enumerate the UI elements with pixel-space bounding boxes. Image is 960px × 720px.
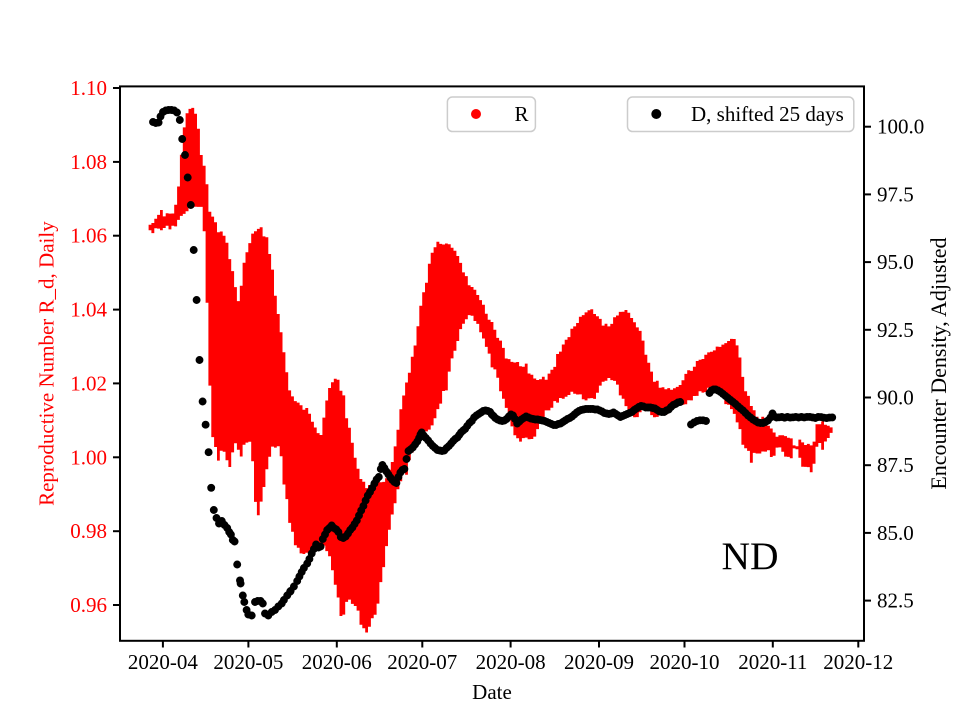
svg-text:0.98: 0.98 xyxy=(70,519,107,543)
svg-text:87.5: 87.5 xyxy=(877,453,914,477)
svg-text:85.0: 85.0 xyxy=(877,521,914,545)
svg-text:1.02: 1.02 xyxy=(70,371,107,395)
svg-text:1.04: 1.04 xyxy=(70,298,107,322)
svg-text:2020-12: 2020-12 xyxy=(823,650,893,674)
svg-text:D, shifted 25 days: D, shifted 25 days xyxy=(691,102,844,126)
svg-text:100.0: 100.0 xyxy=(877,115,924,139)
svg-text:ND: ND xyxy=(721,534,778,578)
svg-text:Encounter Density, Adjusted: Encounter Density, Adjusted xyxy=(926,238,951,490)
svg-text:92.5: 92.5 xyxy=(877,318,914,342)
svg-text:82.5: 82.5 xyxy=(877,589,914,613)
svg-text:1.00: 1.00 xyxy=(70,445,107,469)
svg-text:1.06: 1.06 xyxy=(70,224,107,248)
svg-text:2020-05: 2020-05 xyxy=(213,650,283,674)
svg-text:90.0: 90.0 xyxy=(877,386,914,410)
svg-text:2020-09: 2020-09 xyxy=(564,650,634,674)
svg-text:R: R xyxy=(515,102,529,126)
svg-text:95.0: 95.0 xyxy=(877,250,914,274)
svg-text:Date: Date xyxy=(472,680,512,704)
svg-text:2020-04: 2020-04 xyxy=(128,650,198,674)
svg-text:Reproductive Number R_d, Daily: Reproductive Number R_d, Daily xyxy=(35,221,59,506)
svg-text:2020-08: 2020-08 xyxy=(476,650,546,674)
svg-text:2020-06: 2020-06 xyxy=(302,650,372,674)
svg-text:97.5: 97.5 xyxy=(877,182,914,206)
svg-text:2020-11: 2020-11 xyxy=(738,650,807,674)
svg-text:1.10: 1.10 xyxy=(70,76,107,100)
svg-text:1.08: 1.08 xyxy=(70,150,107,174)
svg-text:0.96: 0.96 xyxy=(70,593,107,617)
svg-text:2020-07: 2020-07 xyxy=(387,650,457,674)
svg-text:2020-10: 2020-10 xyxy=(650,650,720,674)
